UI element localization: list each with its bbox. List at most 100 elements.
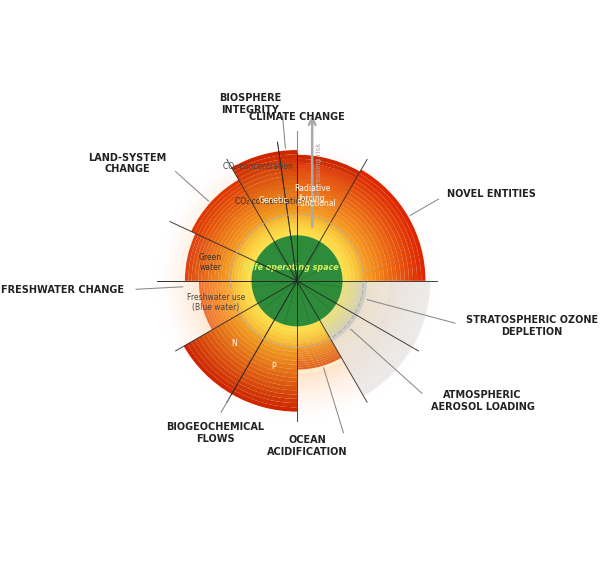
Wedge shape (217, 281, 230, 321)
Wedge shape (344, 195, 397, 281)
Wedge shape (195, 238, 208, 281)
Wedge shape (289, 223, 326, 235)
Wedge shape (255, 350, 297, 364)
Wedge shape (221, 323, 255, 357)
Wedge shape (268, 222, 297, 234)
Wedge shape (297, 322, 322, 331)
Circle shape (235, 218, 359, 343)
Wedge shape (230, 216, 262, 251)
Wedge shape (286, 199, 338, 214)
Wedge shape (246, 281, 255, 306)
Wedge shape (211, 198, 251, 242)
Wedge shape (188, 235, 202, 281)
Wedge shape (262, 210, 287, 222)
Wedge shape (297, 199, 338, 214)
Wedge shape (287, 207, 334, 221)
Circle shape (238, 221, 356, 340)
Circle shape (229, 213, 365, 349)
Wedge shape (324, 230, 355, 281)
Wedge shape (232, 150, 297, 171)
Wedge shape (266, 331, 297, 343)
Wedge shape (223, 207, 371, 355)
Wedge shape (250, 188, 284, 202)
Wedge shape (290, 227, 324, 238)
Wedge shape (191, 236, 205, 281)
Wedge shape (297, 348, 337, 361)
Wedge shape (297, 232, 322, 242)
Wedge shape (245, 229, 349, 333)
Wedge shape (320, 238, 347, 281)
Wedge shape (234, 154, 297, 175)
Wedge shape (259, 205, 297, 219)
Wedge shape (220, 281, 233, 319)
Text: BIOSPHERE
INTEGRITY: BIOSPHERE INTEGRITY (219, 93, 281, 115)
Wedge shape (351, 184, 409, 281)
Wedge shape (297, 196, 340, 211)
Wedge shape (281, 163, 356, 182)
Wedge shape (199, 336, 242, 379)
Wedge shape (227, 214, 260, 250)
Wedge shape (185, 169, 409, 393)
Wedge shape (238, 281, 248, 310)
Wedge shape (225, 281, 237, 316)
Text: Freshwater use
(Blue water): Freshwater use (Blue water) (187, 293, 245, 312)
Wedge shape (187, 342, 236, 390)
Wedge shape (337, 281, 430, 347)
Wedge shape (297, 192, 341, 208)
Wedge shape (241, 281, 251, 309)
Wedge shape (220, 204, 374, 358)
Wedge shape (266, 219, 289, 229)
Wedge shape (266, 218, 297, 230)
Wedge shape (191, 176, 403, 386)
Wedge shape (332, 216, 371, 281)
Wedge shape (297, 225, 325, 235)
Wedge shape (297, 175, 350, 192)
Wedge shape (247, 182, 283, 197)
Wedge shape (270, 324, 297, 335)
Wedge shape (239, 312, 266, 339)
Wedge shape (297, 345, 335, 357)
Wedge shape (232, 390, 297, 412)
Text: CO₂ concentration: CO₂ concentration (223, 161, 292, 170)
Wedge shape (297, 329, 326, 339)
Wedge shape (244, 368, 297, 386)
Wedge shape (272, 320, 297, 331)
Wedge shape (250, 306, 272, 328)
Wedge shape (297, 343, 334, 355)
Wedge shape (286, 203, 336, 217)
Wedge shape (267, 222, 289, 232)
Wedge shape (260, 208, 287, 219)
Wedge shape (215, 281, 228, 322)
Wedge shape (328, 223, 363, 281)
Wedge shape (320, 304, 412, 396)
Text: P: P (272, 362, 277, 371)
Wedge shape (297, 339, 332, 350)
Wedge shape (297, 332, 328, 342)
Wedge shape (254, 304, 274, 324)
Wedge shape (236, 281, 246, 311)
Wedge shape (270, 227, 297, 238)
Text: Radiative
forcing: Radiative forcing (294, 184, 331, 203)
Wedge shape (297, 354, 340, 367)
Wedge shape (242, 226, 352, 336)
Wedge shape (202, 240, 214, 281)
Wedge shape (349, 188, 405, 281)
Wedge shape (271, 230, 290, 239)
Wedge shape (297, 207, 334, 220)
Wedge shape (255, 197, 297, 212)
Wedge shape (259, 342, 297, 356)
Wedge shape (297, 221, 327, 232)
Wedge shape (297, 333, 328, 343)
Wedge shape (251, 190, 284, 204)
Text: STRATOSPHERIC OZONE
DEPLETION: STRATOSPHERIC OZONE DEPLETION (466, 315, 598, 337)
Wedge shape (239, 226, 267, 256)
Wedge shape (326, 227, 359, 281)
Wedge shape (272, 231, 297, 242)
Text: N: N (232, 339, 237, 348)
Wedge shape (212, 281, 226, 324)
Text: Genetic: Genetic (259, 195, 289, 205)
Wedge shape (297, 335, 329, 346)
Wedge shape (198, 182, 396, 380)
Wedge shape (257, 202, 286, 214)
Wedge shape (211, 194, 383, 367)
